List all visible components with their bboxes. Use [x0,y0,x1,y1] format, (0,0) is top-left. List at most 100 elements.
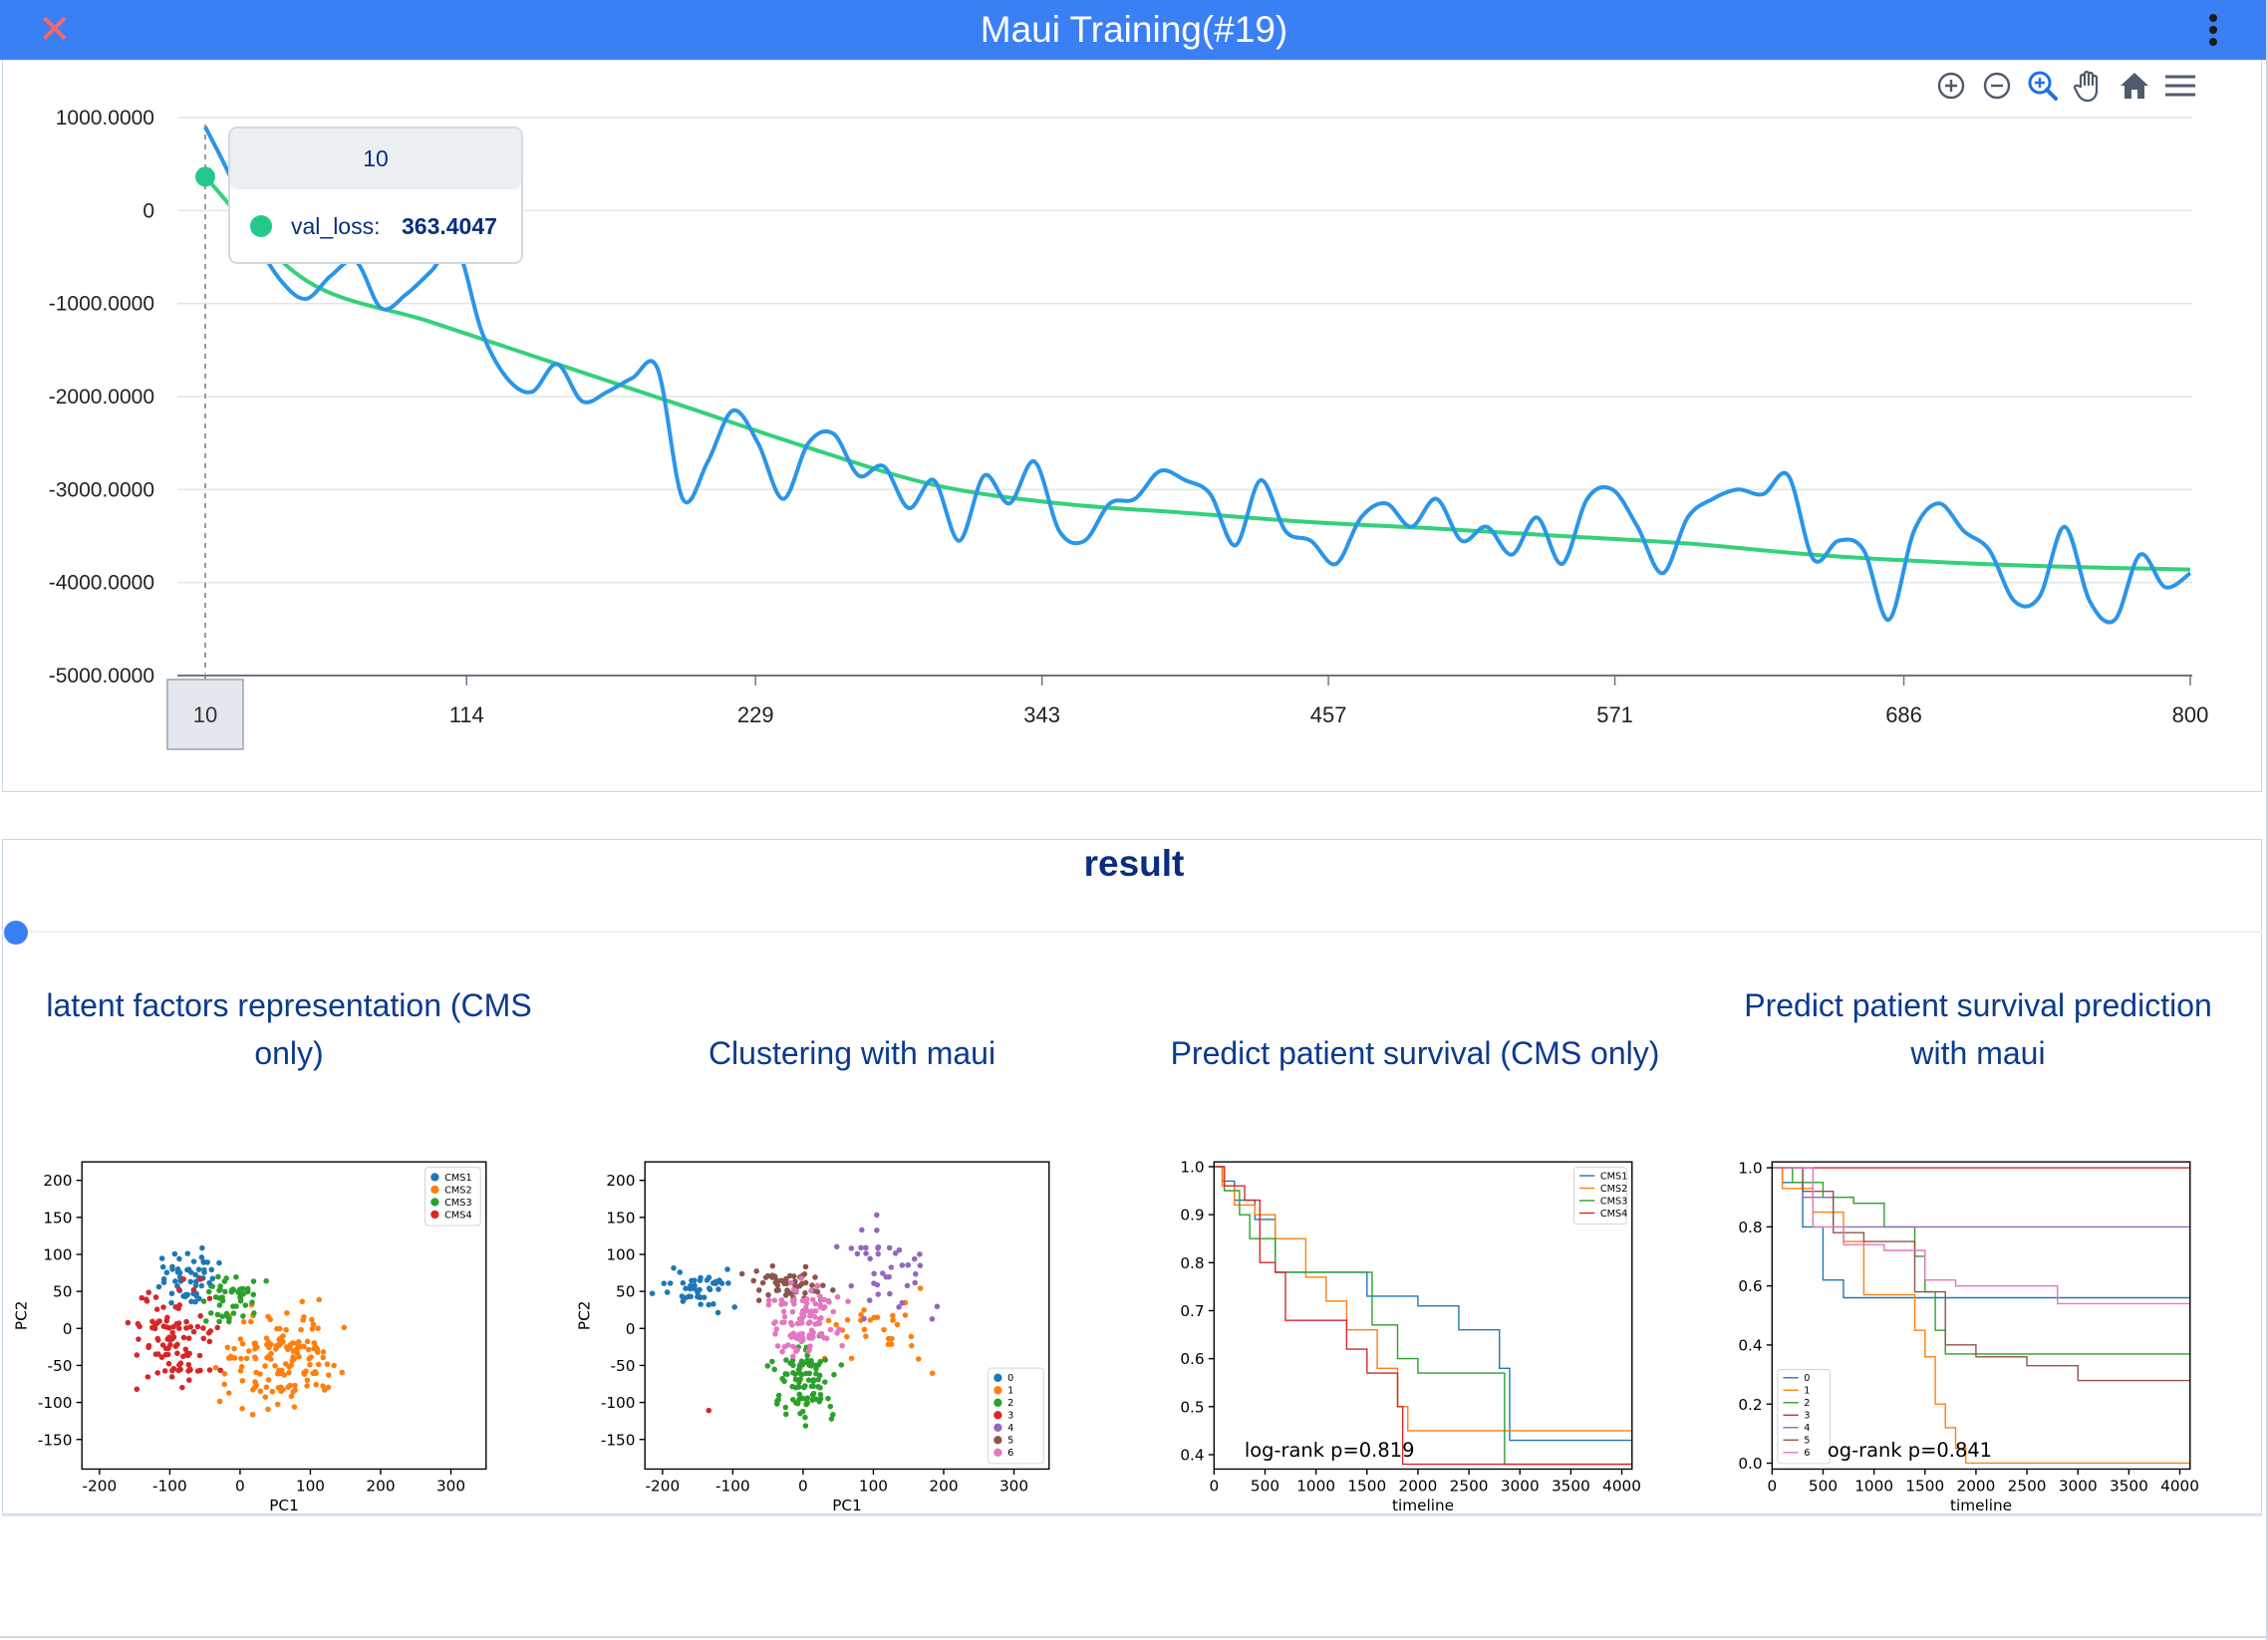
y-tick-label: 100 [43,1246,72,1264]
tooltip-series-name: val_loss: [291,213,380,239]
scatter-point [262,1394,269,1400]
y-tick-label: 150 [43,1209,72,1227]
zoom-in-icon[interactable] [1932,68,1970,104]
survival-curve [1772,1167,2190,1465]
scatter-point [170,1334,177,1340]
survival-curve [1214,1166,1632,1466]
x-tick-label: 0 [1767,1478,1777,1496]
scatter-point [788,1279,794,1286]
close-icon[interactable]: ✕ [38,7,72,53]
scatter-point [848,1245,855,1251]
y-tick-label: 0.2 [1738,1396,1762,1414]
x-tick-label: 300 [436,1478,465,1496]
scatter-point [324,1361,331,1367]
scatter-point [790,1353,796,1360]
logrank-annotation: log-rank p=0.819 [1245,1439,1415,1462]
scatter-point [804,1400,810,1406]
scatter-point [272,1363,278,1369]
scatter-point [295,1344,302,1351]
scatter-point [802,1383,808,1389]
survival-curve [1214,1166,1632,1466]
scatter-point [168,1374,175,1380]
zoom-reset-icon[interactable] [2024,68,2062,104]
pan-hand-icon[interactable] [2070,68,2108,104]
scatter-point [253,1369,259,1376]
more-options-icon[interactable] [2208,14,2218,48]
scatter-point [810,1390,817,1397]
scatter-point [169,1266,175,1272]
y-tick-label: 0.4 [1738,1336,1762,1354]
scatter-point [772,1331,778,1337]
scatter-point [781,1319,787,1325]
scatter-point [817,1358,824,1365]
home-icon[interactable] [2116,68,2153,104]
y-tick-label: 1.0 [1738,1160,1762,1178]
scatter-point [844,1333,850,1340]
menu-icon[interactable] [2161,68,2199,104]
scatter-point [792,1384,799,1391]
scatter-point [802,1263,809,1270]
scatter-point [807,1319,813,1325]
scatter-point [790,1286,797,1293]
scatter-point [304,1383,310,1389]
scatter-point [155,1283,162,1290]
scatter-point [858,1311,864,1318]
y-axis-label: PC2 [13,1300,31,1330]
scatter-point [871,1270,877,1277]
legend-label: 1 [1804,1386,1810,1397]
x-axis-label: timeline [1392,1497,1454,1514]
x-tick-label: 686 [1885,702,1922,727]
scatter-point [283,1326,289,1333]
scatter-point [217,1283,223,1289]
scatter-point [142,1296,149,1302]
scatter-point [230,1286,237,1293]
scatter-point [248,1318,254,1325]
scatter-point [816,1320,823,1327]
scatter-point [769,1358,775,1365]
scatter-point [791,1296,797,1303]
scatter-point [233,1303,239,1309]
scatter-point [315,1325,321,1331]
scatter-point [164,1351,171,1358]
scatter-point [804,1352,810,1359]
x-tick-label: 500 [1809,1478,1838,1496]
scatter-point [810,1396,817,1403]
scatter-point [799,1395,806,1402]
slider-handle[interactable] [4,921,28,945]
x-tick-label: -200 [646,1478,681,1496]
legend-marker [430,1198,439,1207]
scatter-point [198,1254,205,1260]
scatter-point [671,1264,677,1271]
scatter-point [817,1304,824,1310]
zoom-out-icon[interactable] [1978,68,2016,104]
scatter-point [911,1255,918,1262]
scatter-point [781,1313,788,1320]
scatter-point [304,1377,311,1384]
window-edge-bottom [0,1636,2268,1638]
scatter-point [805,1377,812,1383]
y-tick-label: 0.6 [1180,1350,1204,1368]
scatter-point [183,1318,189,1325]
x-tick-label: 3000 [1501,1478,1540,1496]
smoothed-series [203,175,2191,572]
scatter-point [783,1280,790,1286]
scatter-point [784,1371,790,1378]
val-loss-line-chart[interactable]: 1000.0000 0 -1000.0000 -2000.0000 -3000.0000… [0,60,2268,797]
scatter-point [274,1401,281,1408]
x-tick-label: 1500 [1347,1478,1386,1496]
scatter-point [250,1291,257,1298]
scatter-point [222,1288,228,1295]
scatter-point [239,1340,246,1347]
scatter-point [321,1387,328,1393]
scatter-point [206,1295,213,1302]
scatter-point [237,1336,244,1342]
y-tick-label: -2000.0000 [49,386,154,409]
val-loss-series [203,126,2192,625]
x-tick-label: 100 [296,1478,325,1496]
scatter-point [709,1280,716,1286]
scatter-point [667,1280,674,1286]
survival-curve [1772,1167,2190,1355]
scatter-point [192,1298,198,1305]
scatter-point [892,1250,899,1256]
scatter-point [233,1273,239,1280]
